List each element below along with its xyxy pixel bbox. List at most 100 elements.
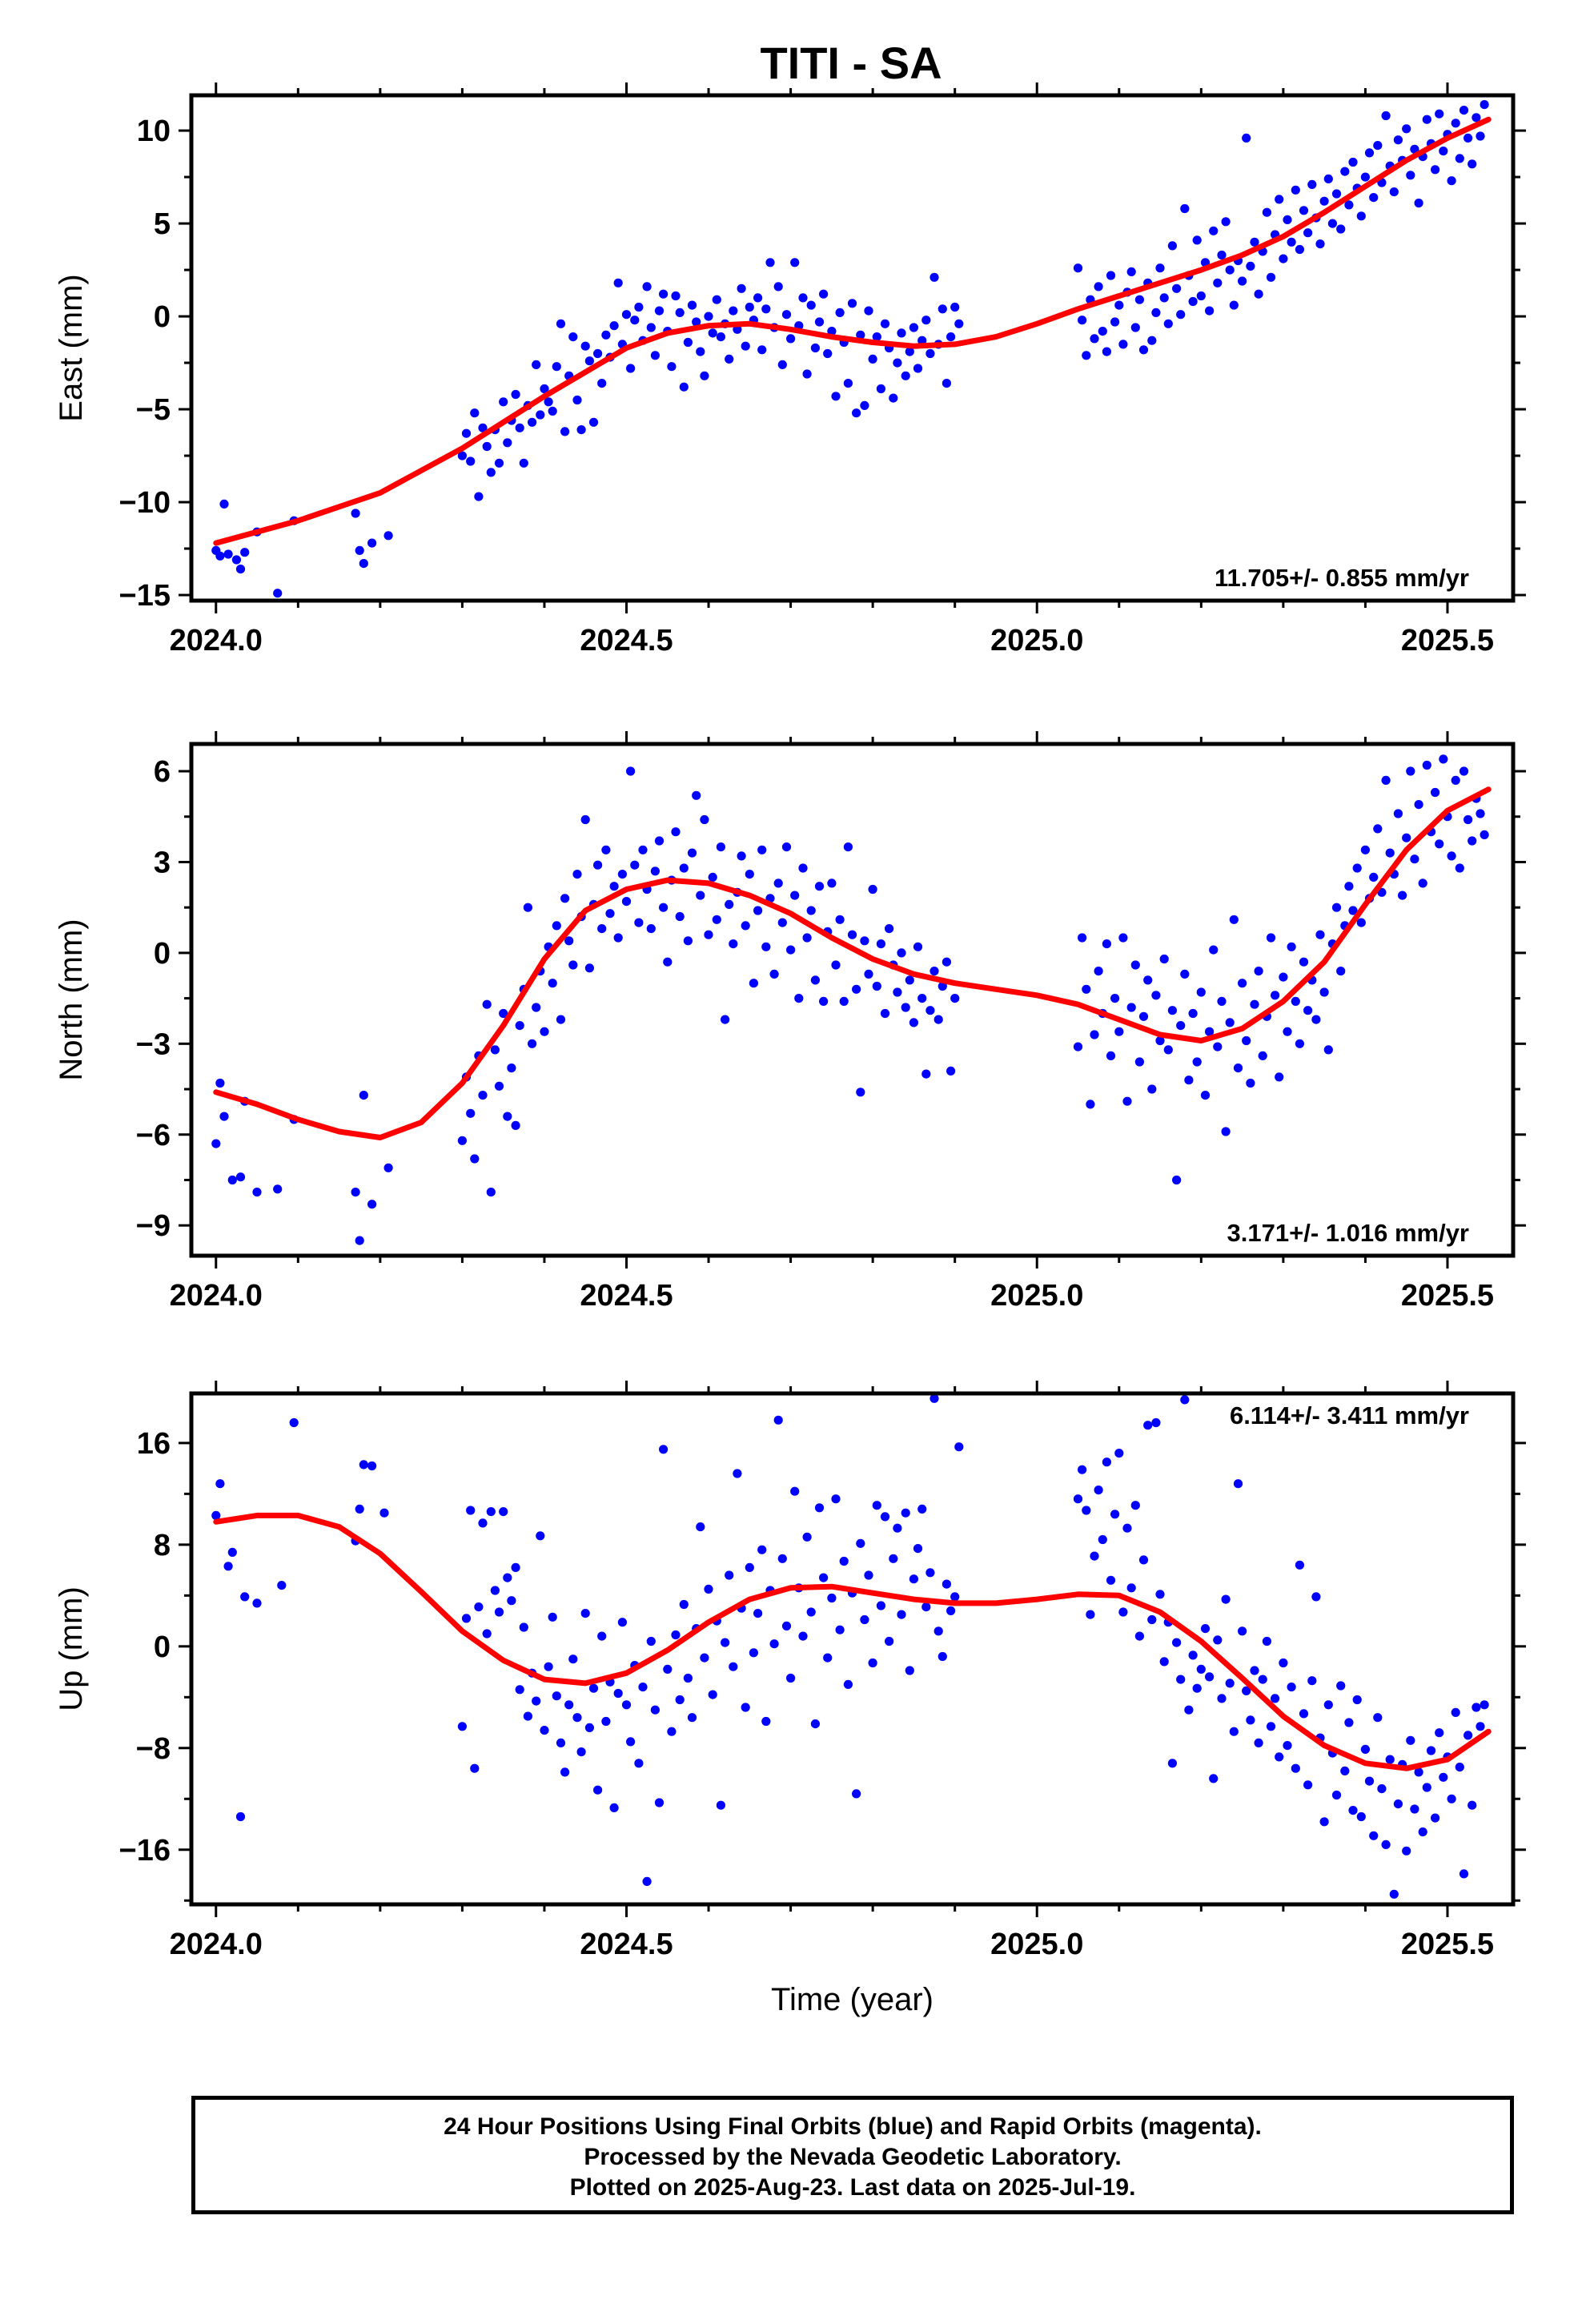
x-axis-label: Time (year) (771, 1982, 934, 2017)
data-point (654, 836, 665, 846)
data-point (880, 1008, 890, 1019)
data-point (1118, 340, 1128, 349)
data-point (1073, 1494, 1083, 1504)
data-point (1439, 754, 1448, 764)
data-point (1323, 1045, 1333, 1055)
data-point (540, 1726, 549, 1735)
data-point (823, 348, 833, 359)
data-point (1472, 113, 1481, 123)
data-point (708, 328, 717, 338)
data-point (737, 851, 746, 861)
data-point (847, 930, 857, 939)
data-point (1344, 200, 1354, 210)
data-point (215, 551, 225, 561)
data-point (1360, 172, 1370, 182)
data-point (486, 1188, 496, 1197)
data-point (613, 933, 623, 943)
data-point (1118, 1607, 1128, 1617)
data-point (564, 936, 574, 946)
data-point (790, 891, 800, 900)
data-point (1155, 1035, 1165, 1046)
data-point (1348, 157, 1358, 167)
data-point (1480, 100, 1489, 110)
data-point (1447, 1794, 1456, 1803)
data-point (1250, 1666, 1259, 1675)
data-point (470, 1763, 480, 1773)
data-point (1184, 1076, 1194, 1085)
data-point (786, 1673, 796, 1683)
data-point (712, 915, 721, 924)
data-point (1336, 224, 1346, 234)
data-point (1078, 933, 1087, 943)
data-point (1381, 1839, 1391, 1849)
data-point (757, 1545, 767, 1554)
data-point (864, 969, 873, 979)
x-tick-label: 2025.0 (990, 624, 1083, 657)
data-points (211, 1393, 1489, 1899)
data-point (1402, 124, 1411, 134)
data-point (478, 423, 488, 432)
data-point (868, 884, 877, 895)
data-point (1167, 241, 1177, 251)
data-point (515, 1021, 524, 1031)
y-axis-label: North (mm) (54, 919, 89, 1080)
data-point (351, 509, 360, 518)
data-point (1134, 1631, 1144, 1641)
data-point (1188, 296, 1198, 307)
data-point (1336, 1681, 1346, 1691)
data-point (921, 316, 931, 325)
data-point (1451, 1707, 1460, 1717)
panel-1: 2024.0 2024.5 2025.0 2025.5 10 5 0 −5 −10 −15 East… (54, 82, 1526, 657)
data-point (252, 1188, 262, 1197)
data-point (634, 302, 644, 312)
data-point (1176, 310, 1186, 320)
data-point (786, 334, 796, 344)
data-point (913, 1544, 923, 1554)
data-point (1172, 283, 1182, 293)
data-point (1246, 261, 1255, 271)
data-point (1094, 967, 1103, 976)
data-point (954, 319, 964, 328)
data-point (1098, 1534, 1107, 1545)
data-point (494, 1607, 504, 1617)
data-point (864, 1570, 873, 1580)
data-point (860, 936, 869, 946)
data-point (1172, 1638, 1182, 1647)
data-point (1303, 228, 1313, 238)
data-point (1364, 1776, 1375, 1786)
data-point (588, 1683, 599, 1693)
data-point (593, 860, 603, 870)
data-point (1385, 1755, 1395, 1764)
data-point (1266, 272, 1276, 282)
data-point (1291, 996, 1300, 1006)
y-tick-label: −6 (136, 1119, 171, 1152)
data-point (1327, 219, 1337, 228)
data-point (1319, 987, 1329, 997)
data-point (1348, 906, 1358, 915)
data-point (864, 306, 873, 316)
data-points (211, 754, 1489, 1245)
x-tick-label: 2024.0 (170, 1279, 263, 1313)
data-point (1126, 1003, 1136, 1012)
data-point (835, 1625, 845, 1634)
data-point (576, 1747, 586, 1757)
y-tick-label: 16 (137, 1427, 171, 1461)
data-point (1287, 1683, 1296, 1692)
data-point (868, 1658, 877, 1668)
data-point (1159, 1657, 1169, 1667)
data-point (355, 1504, 364, 1514)
data-point (560, 427, 570, 436)
data-point (1323, 174, 1333, 183)
data-point (1188, 1008, 1198, 1019)
data-point (642, 282, 652, 292)
data-point (1242, 1035, 1251, 1046)
data-point (1360, 1744, 1370, 1754)
data-point (802, 933, 812, 943)
data-point (523, 903, 533, 912)
data-point (548, 1612, 557, 1622)
data-point (777, 1554, 787, 1563)
data-point (1106, 1575, 1116, 1585)
data-point (777, 918, 787, 927)
data-point (1331, 1790, 1342, 1800)
data-point (1464, 814, 1473, 825)
